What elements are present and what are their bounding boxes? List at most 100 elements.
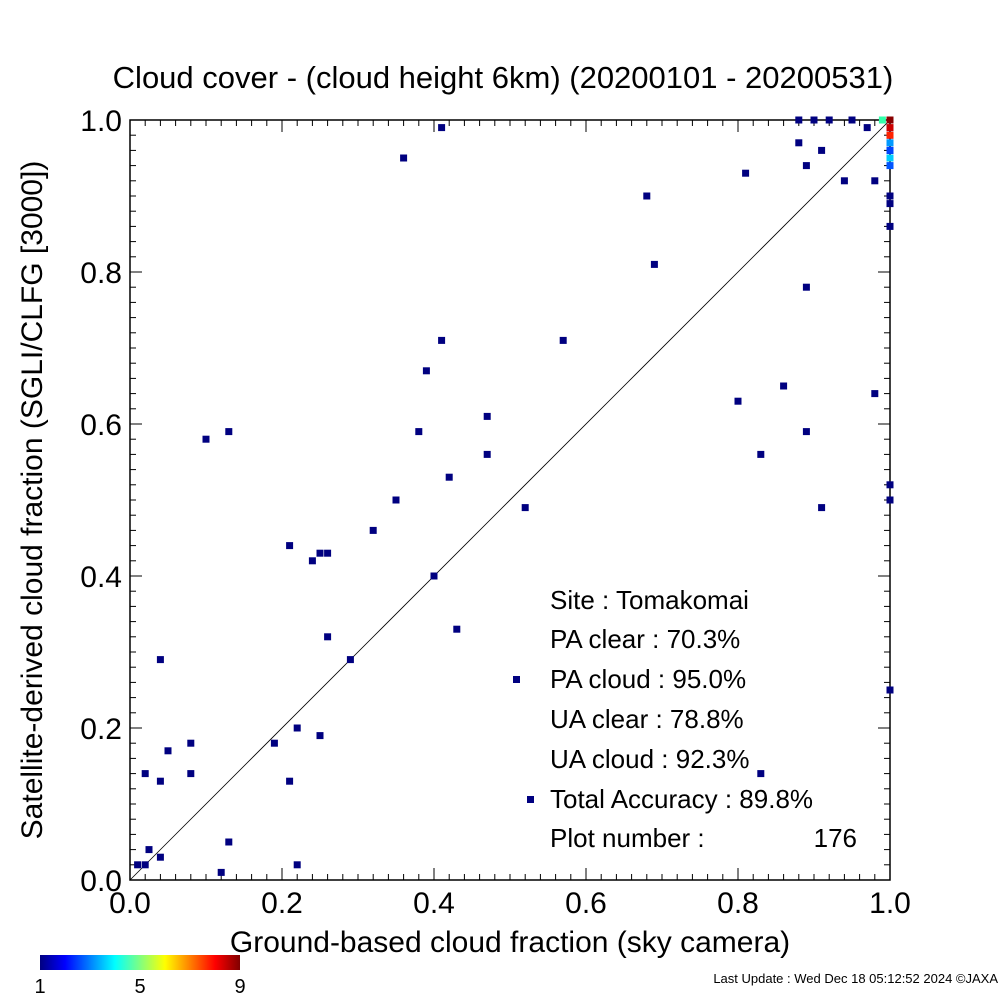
data-point — [141, 770, 149, 778]
data-point — [438, 124, 446, 132]
data-point — [802, 162, 810, 170]
pa-cloud-marker — [513, 676, 520, 683]
dense-cell — [886, 162, 894, 170]
data-point — [871, 390, 879, 398]
x-tick-label: 0.2 — [261, 887, 303, 920]
data-point — [156, 777, 164, 785]
data-point — [225, 838, 233, 846]
data-point — [202, 435, 210, 443]
data-point — [156, 656, 164, 664]
data-point — [871, 177, 879, 185]
data-point — [308, 557, 316, 565]
data-point — [346, 656, 354, 664]
total-accuracy-marker — [527, 796, 534, 803]
data-point — [483, 450, 491, 458]
dense-cell — [886, 124, 894, 132]
data-point — [293, 861, 301, 869]
data-point — [863, 124, 871, 132]
y-tick-label: 0.2 — [80, 713, 122, 746]
data-point — [780, 382, 788, 390]
data-point — [324, 549, 332, 557]
data-point — [818, 146, 826, 154]
data-point — [217, 868, 225, 876]
data-point — [650, 260, 658, 268]
x-tick-label: 0.4 — [413, 887, 455, 920]
x-tick-label: 0.6 — [565, 887, 607, 920]
data-point — [559, 336, 567, 344]
stat-plot-number-label: Plot number : — [550, 823, 705, 853]
stat-pa-cloud: PA cloud : 95.0% — [550, 664, 746, 694]
y-tick-label: 0.4 — [80, 561, 122, 594]
data-points — [134, 116, 894, 876]
data-point — [430, 572, 438, 580]
stat-ua-clear: UA clear : 78.8% — [550, 704, 744, 734]
x-axis-label: Ground-based cloud fraction (sky camera) — [230, 926, 790, 959]
data-point — [886, 686, 894, 694]
colorbar-tick-5: 5 — [134, 976, 145, 998]
data-point — [802, 428, 810, 436]
data-point — [134, 861, 142, 869]
x-tick-label: 1.0 — [869, 887, 911, 920]
data-point — [802, 283, 810, 291]
data-point — [225, 428, 233, 436]
data-point — [438, 336, 446, 344]
data-point — [316, 732, 324, 740]
data-point — [293, 724, 301, 732]
data-point — [742, 169, 750, 177]
x-tick-labels: 0.0 0.2 0.4 0.6 0.8 1.0 — [109, 887, 911, 920]
y-tick-label: 0.0 — [80, 865, 122, 898]
data-point — [270, 739, 278, 747]
dense-cell — [886, 139, 894, 147]
data-point — [369, 526, 377, 534]
data-point — [422, 367, 430, 375]
data-point — [400, 154, 408, 162]
dense-cell — [886, 146, 894, 154]
y-tick-label: 1.0 — [80, 105, 122, 138]
data-point — [445, 473, 453, 481]
colorbar-tick-9: 9 — [234, 976, 245, 998]
x-tick-label: 0.0 — [109, 887, 151, 920]
data-point — [818, 504, 826, 512]
data-point — [757, 770, 765, 778]
dense-cell — [878, 116, 886, 124]
data-point — [886, 496, 894, 504]
y-tick-label: 0.6 — [80, 409, 122, 442]
colorbar — [40, 955, 240, 970]
data-point — [392, 496, 400, 504]
data-point — [483, 412, 491, 420]
data-point — [810, 116, 818, 124]
data-point — [825, 116, 833, 124]
data-point — [795, 116, 803, 124]
dense-cell — [886, 154, 894, 162]
y-tick-labels: 0.0 0.2 0.4 0.6 0.8 1.0 — [80, 105, 122, 898]
stat-plot-number-value: 176 — [814, 823, 857, 853]
data-point — [848, 116, 856, 124]
data-point — [795, 139, 803, 147]
data-point — [734, 397, 742, 405]
dense-cell — [886, 116, 894, 124]
data-point — [187, 739, 195, 747]
stat-site: Site : Tomakomai — [550, 585, 749, 615]
dense-cells — [878, 116, 894, 170]
stat-pa-clear: PA clear : 70.3% — [550, 624, 740, 654]
y-tick-label: 0.8 — [80, 257, 122, 290]
x-tick-label: 0.8 — [717, 887, 759, 920]
data-point — [521, 504, 529, 512]
data-point — [886, 481, 894, 489]
data-point — [286, 542, 294, 550]
last-update-footer: Last Update : Wed Dec 18 05:12:52 2024 ©… — [713, 971, 998, 986]
data-point — [156, 853, 164, 861]
stat-ua-cloud: UA cloud : 92.3% — [550, 744, 749, 774]
data-point — [886, 192, 894, 200]
stats-block: Site : Tomakomai PA clear : 70.3% PA clo… — [513, 585, 857, 853]
data-point — [453, 625, 461, 633]
minor-ticks — [129, 119, 891, 881]
data-point — [840, 177, 848, 185]
dense-cell — [886, 131, 894, 139]
data-point — [316, 549, 324, 557]
data-point — [643, 192, 651, 200]
data-point — [145, 846, 153, 854]
data-point — [141, 861, 149, 869]
chart-title: Cloud cover - (cloud height 6km) (202001… — [113, 60, 894, 95]
